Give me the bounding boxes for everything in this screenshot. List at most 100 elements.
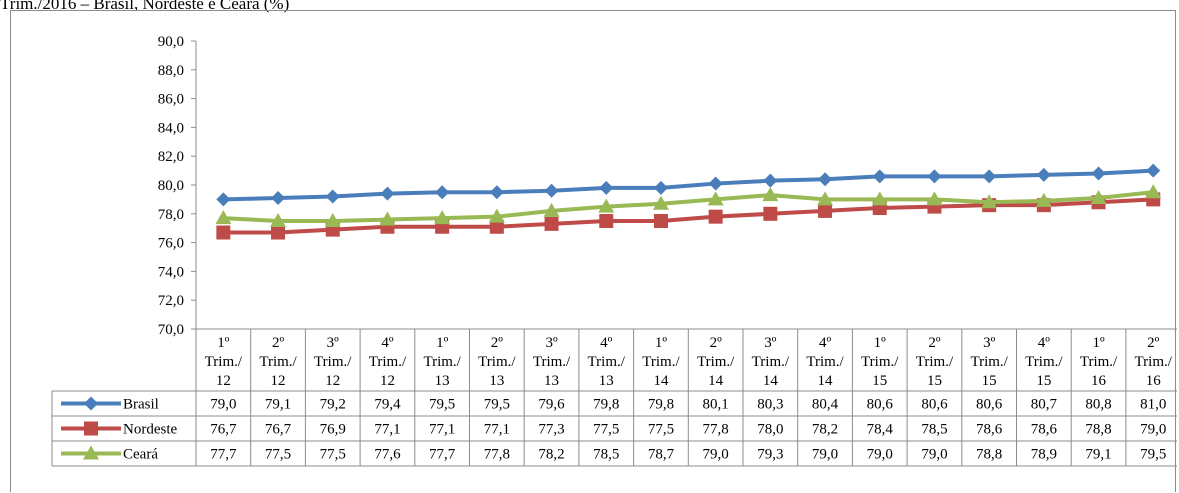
data-point-nordeste (653, 214, 668, 228)
data-point-ceara (215, 210, 232, 225)
data-point-ceara (981, 194, 998, 209)
data-point-nordeste (599, 214, 614, 228)
data-point-ceara (1035, 192, 1052, 207)
data-point-ceara (1090, 189, 1107, 204)
x-category-label: 12 (325, 373, 340, 389)
data-point-brasil (544, 183, 559, 198)
x-category-label: 3º (327, 335, 340, 351)
data-point-nordeste (763, 206, 778, 221)
data-label-nordeste: 77,1 (374, 422, 400, 438)
data-label-nordeste: 78,6 (976, 422, 1003, 438)
data-point-brasil (1146, 163, 1161, 178)
x-category-label: Trim./ (697, 354, 735, 370)
x-category-label: 14 (763, 373, 779, 389)
line-chart: 70,0 72,0 74,0 76,0 78,0 80,0 82,0 84,0 86,0 88,0… (51, 34, 1177, 467)
data-point-brasil (763, 173, 778, 188)
data-point-ceara (270, 213, 287, 227)
x-category-label: Trim./ (752, 354, 790, 370)
data-label-ceara: 78,8 (976, 447, 1002, 463)
data-label-brasil: 80,3 (757, 397, 783, 413)
data-label-nordeste: 76,9 (320, 422, 346, 438)
data-point-brasil (708, 176, 723, 191)
x-category-label: 2º (1147, 335, 1160, 351)
x-category-label: Trim./ (533, 354, 571, 370)
y-tick-label: 86,0 (158, 92, 184, 108)
series-line-brasil (223, 168, 1154, 202)
x-category-label: 15 (927, 373, 942, 389)
x-category-label: 1º (655, 335, 668, 351)
data-label-ceara: 79,0 (812, 447, 838, 463)
x-category-label: 2º (272, 335, 285, 351)
x-category-label: 3º (545, 335, 558, 351)
y-tick-label: 88,0 (158, 63, 184, 79)
data-label-nordeste: 77,5 (648, 422, 674, 438)
data-label-nordeste: 77,1 (484, 422, 510, 438)
x-category-label: 15 (982, 373, 997, 389)
data-label-brasil: 79,4 (374, 397, 401, 413)
x-category-label: 12 (380, 373, 395, 389)
x-category-label: 4º (1038, 335, 1051, 351)
data-point-ceara (379, 211, 396, 226)
data-label-ceara: 79,5 (1140, 447, 1166, 463)
data-point-brasil (380, 186, 395, 201)
y-tick-label: 80,0 (158, 178, 184, 194)
x-category-label: Trim./ (423, 354, 461, 370)
data-point-ceara (926, 191, 943, 206)
data-label-ceara: 78,5 (593, 447, 619, 463)
data-label-nordeste: 77,3 (538, 422, 564, 438)
x-category-label: Trim./ (588, 354, 626, 370)
x-category-label: 13 (544, 373, 559, 389)
y-tick-label: 70,0 (158, 322, 184, 338)
legend-label-ceara: Ceará (123, 447, 158, 463)
data-point-nordeste (271, 225, 286, 240)
data-label-ceara: 79,0 (703, 447, 729, 463)
data-point-brasil (599, 180, 614, 195)
x-category-label: 1º (1092, 335, 1105, 351)
legend-label-nordeste: Nordeste (123, 422, 177, 438)
data-label-nordeste: 78,4 (867, 422, 894, 438)
chart-frame: 70,0 72,0 74,0 76,0 78,0 80,0 82,0 84,0 86,0 88,0… (10, 10, 1177, 492)
x-category-label: 4º (381, 335, 394, 351)
data-label-brasil: 79,2 (320, 397, 346, 413)
x-category-label: 2º (710, 335, 723, 351)
data-label-ceara: 77,5 (320, 447, 346, 463)
data-label-brasil: 79,0 (210, 397, 236, 413)
x-category-label: Trim./ (259, 354, 297, 370)
x-category-label: 2º (491, 335, 504, 351)
data-label-brasil: 80,4 (812, 397, 839, 413)
data-point-brasil (927, 169, 942, 184)
x-category-label: 1º (874, 335, 887, 351)
data-point-brasil (489, 185, 504, 200)
data-point-ceara (652, 195, 669, 210)
data-label-brasil: 79,6 (538, 397, 565, 413)
x-category-label: 14 (653, 373, 669, 389)
data-label-nordeste: 76,7 (210, 422, 237, 438)
y-tick-label: 76,0 (158, 236, 184, 252)
x-category-label: Trim./ (1080, 354, 1118, 370)
data-label-ceara: 78,9 (1031, 447, 1057, 463)
data-label-nordeste: 76,7 (265, 422, 292, 438)
x-category-label: Trim./ (314, 354, 352, 370)
data-point-nordeste (708, 209, 723, 224)
y-tick-label: 74,0 (158, 264, 184, 280)
data-label-ceara: 77,6 (374, 447, 401, 463)
data-point-brasil (435, 185, 450, 200)
data-point-brasil (818, 172, 833, 187)
y-tick-label: 84,0 (158, 120, 184, 136)
data-label-nordeste: 77,5 (593, 422, 619, 438)
data-label-brasil: 79,8 (593, 397, 619, 413)
data-label-brasil: 80,6 (921, 397, 948, 413)
data-label-ceara: 79,1 (1085, 447, 1111, 463)
y-tick-label: 82,0 (158, 149, 184, 165)
data-label-nordeste: 78,5 (921, 422, 947, 438)
x-category-label: 15 (872, 373, 887, 389)
data-label-nordeste: 79,0 (1140, 422, 1166, 438)
x-category-label: Trim./ (916, 354, 954, 370)
data-label-nordeste: 78,6 (1031, 422, 1058, 438)
x-category-label: Trim./ (478, 354, 516, 370)
legend-marker-ceara (83, 445, 99, 460)
data-point-ceara (871, 191, 888, 206)
x-category-label: Trim./ (861, 354, 899, 370)
data-label-ceara: 78,7 (648, 447, 675, 463)
data-point-ceara (817, 191, 834, 206)
